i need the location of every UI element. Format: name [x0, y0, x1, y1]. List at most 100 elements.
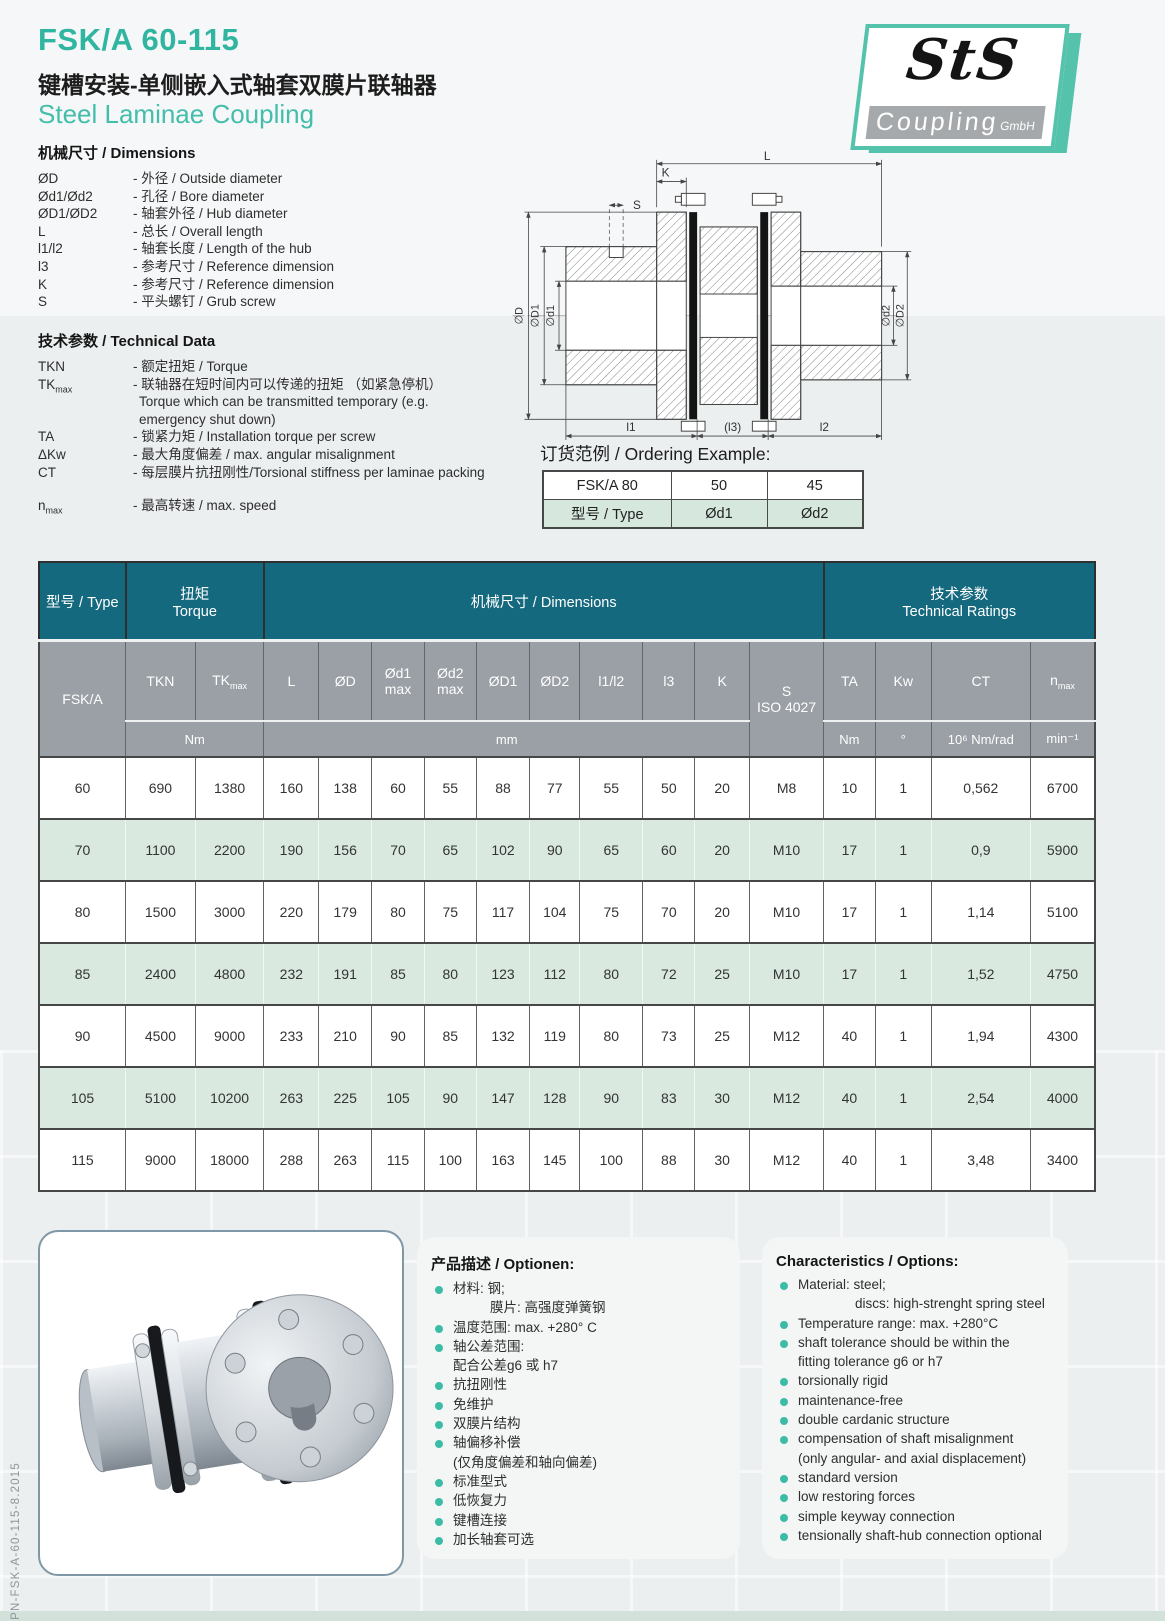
option-line: 轴公差范围:: [453, 1338, 525, 1354]
legend-item: l3 - 参考尺寸 / Reference dimension: [38, 258, 488, 276]
legend-item: TA - 锁紧力矩 / Installation torque per screw: [38, 428, 488, 446]
column-header: TA: [823, 639, 876, 722]
option-line: torsionally rigid: [798, 1373, 889, 1389]
option-line: Temperature range: max. +280°C: [798, 1315, 999, 1331]
option-text: 免维护: [453, 1395, 494, 1414]
company-logo: StS CouplingGmbH: [850, 24, 1088, 164]
value-cell: 65: [579, 818, 644, 881]
options-chinese-title: 产品描述 / Optionen:: [431, 1256, 575, 1273]
value-cell: 156: [318, 818, 373, 881]
column-header: ØD2: [529, 639, 581, 722]
type-cell: 105: [38, 1066, 127, 1129]
value-cell: 10: [823, 756, 876, 819]
option-line: discs: high-strenght spring steel: [855, 1296, 1045, 1312]
value-cell: 233: [263, 1004, 320, 1067]
bullet-icon: [780, 1474, 788, 1483]
ordering-cell: 50: [670, 470, 768, 500]
bullet-icon: [435, 1286, 443, 1294]
legend-item: L - 总长 / Overall length: [38, 223, 488, 241]
product-photo: [78, 1294, 394, 1494]
value-cell: 1,94: [930, 1004, 1031, 1067]
value-cell: 6700: [1029, 756, 1096, 819]
legend-item: TKN - 额定扭矩 / Torque: [38, 358, 488, 376]
value-cell: 2,54: [930, 1066, 1031, 1129]
column-header: Ød1 max: [371, 639, 425, 722]
product-photo-card: [38, 1230, 404, 1576]
value-cell: 60: [642, 818, 696, 881]
legend-term: TKmax: [38, 376, 73, 395]
header-dimensions: 机械尺寸 / Dimensions: [262, 561, 825, 642]
value-cell: 4000: [1029, 1066, 1096, 1129]
unit-header: mm: [263, 720, 751, 758]
value-cell: 17: [823, 818, 876, 881]
ordering-cell: FSK/A 80: [542, 470, 672, 500]
option-text: 抗扭刚性: [453, 1375, 507, 1394]
value-cell: 112: [529, 942, 581, 1005]
column-header: S ISO 4027: [749, 639, 824, 758]
bullet-icon: [780, 1494, 788, 1503]
option-line: simple keyway connection: [798, 1508, 955, 1524]
value-cell: M8: [749, 756, 824, 819]
value-cell: 3000: [194, 880, 265, 943]
value-cell: 3,48: [930, 1128, 1031, 1191]
value-cell: M10: [749, 880, 824, 943]
dimensions-legend-title: 机械尺寸 / Dimensions: [38, 145, 196, 162]
ordering-cell: 型号 / Type: [542, 499, 672, 529]
legend-term: TA: [38, 429, 55, 445]
value-cell: 90: [579, 1066, 644, 1129]
data-row: 60 690 1380 160 138 60 55 88 77 55 50 20 M8 10 1 0,562 6…: [38, 756, 1096, 819]
column-header: CT: [930, 639, 1031, 722]
value-cell: 5900: [1029, 818, 1096, 881]
value-cell: 40: [823, 1004, 876, 1067]
option-line: 标准型式: [453, 1473, 507, 1489]
option-text: maintenance-free: [798, 1391, 903, 1410]
value-cell: 30: [694, 1066, 751, 1129]
value-cell: M12: [749, 1128, 824, 1191]
legend-term: L: [38, 223, 46, 239]
header-type: 型号 / Type: [38, 561, 127, 642]
option-text: Material: steel; discs: high-strenght spr…: [798, 1275, 1045, 1314]
value-cell: 4800: [194, 942, 265, 1005]
dim-label-Od2: ∅d2: [881, 305, 893, 327]
value-cell: 70: [371, 818, 425, 881]
value-cell: 100: [423, 1128, 477, 1191]
value-cell: 80: [579, 1004, 644, 1067]
legend-desc: - 轴套长度 / Length of the hub: [133, 240, 312, 258]
type-cell: 115: [38, 1128, 127, 1191]
data-row: 105 5100 10200 263 225 105 90 147 128 90 83 30 M12 40…: [38, 1066, 1096, 1129]
column-header: ØD: [318, 639, 373, 722]
option-line: fitting tolerance g6 or h7: [798, 1354, 943, 1370]
dim-label-OD: ∅D: [513, 307, 525, 324]
type-cell: 60: [38, 756, 127, 819]
option-item: 键槽连接: [431, 1511, 726, 1530]
value-cell: 55: [579, 756, 644, 819]
value-cell: 263: [318, 1128, 373, 1191]
legend-desc: - 参考尺寸 / Reference dimension: [133, 276, 334, 294]
option-line: 膜片: 高强度弹簧钢: [490, 1300, 606, 1316]
option-text: 轴偏移补偿 (仅角度偏差和轴向偏差): [453, 1433, 597, 1472]
data-row: 70 1100 2200 190 156 70 65 102 90 65 60 20 M10 17 1 0,9…: [38, 818, 1096, 881]
value-cell: 0,562: [930, 756, 1031, 819]
value-cell: 25: [694, 942, 751, 1005]
value-cell: 225: [318, 1066, 373, 1129]
bullet-icon: [435, 1401, 443, 1410]
value-cell: 288: [263, 1128, 320, 1191]
value-cell: 5100: [1029, 880, 1096, 943]
value-cell: M12: [749, 1066, 824, 1129]
option-line: 键槽连接: [453, 1512, 507, 1528]
column-header: K: [694, 639, 751, 722]
legend-desc: - 外径 / Outside diameter: [133, 170, 282, 188]
option-line: Material: steel;: [798, 1277, 886, 1292]
value-cell: 117: [475, 880, 531, 943]
value-cell: 105: [371, 1066, 425, 1129]
value-cell: 18000: [194, 1128, 265, 1191]
option-text: double cardanic structure: [798, 1410, 950, 1429]
legend-desc: - 参考尺寸 / Reference dimension: [133, 258, 334, 276]
value-cell: 104: [529, 880, 581, 943]
column-header: l3: [642, 639, 696, 722]
value-cell: 4300: [1029, 1004, 1096, 1067]
page-title: FSK/A 60-115: [38, 22, 240, 57]
value-cell: M12: [749, 1004, 824, 1067]
legend-item: K - 参考尺寸 / Reference dimension: [38, 276, 488, 294]
legend-desc: - 锁紧力矩 / Installation torque per screw: [133, 428, 375, 446]
